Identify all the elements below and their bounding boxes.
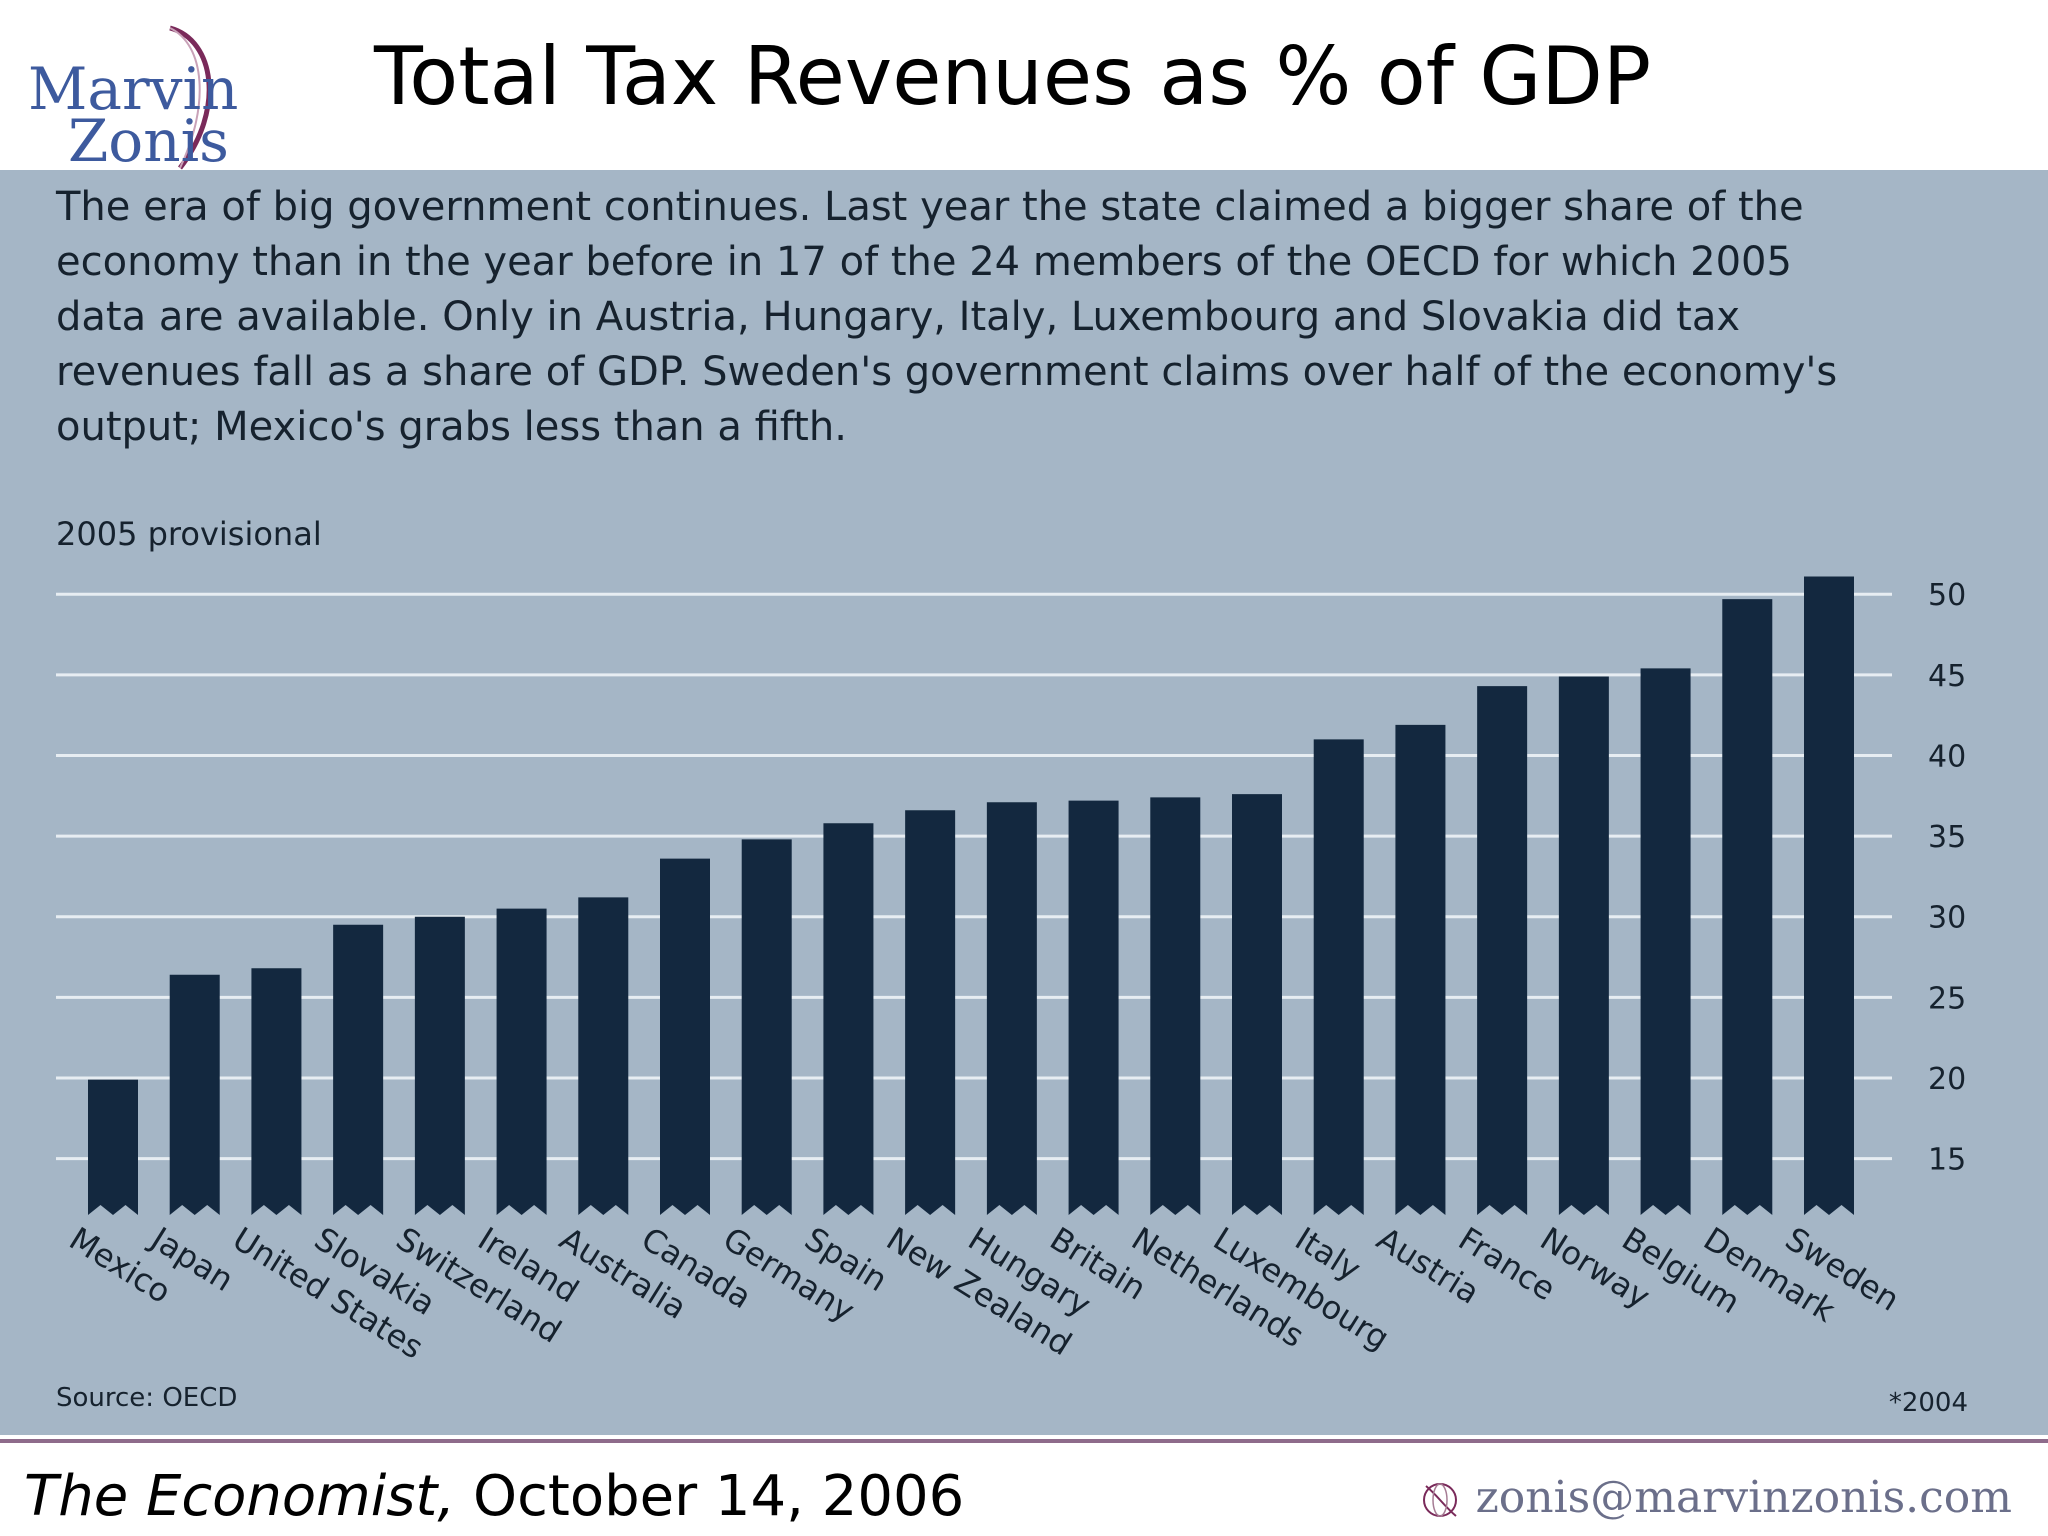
citation: The Economist, October 14, 2006 <box>24 1464 964 1529</box>
bar-spain <box>823 823 874 1215</box>
y-tick-label: 35 <box>1928 820 1966 855</box>
gridlines <box>56 592 1892 1161</box>
chart-subtitle: 2005 provisional <box>56 515 322 553</box>
bar-ireland <box>496 908 547 1215</box>
y-tick-label: 30 <box>1928 901 1966 936</box>
y-tick-label: 15 <box>1928 1143 1966 1178</box>
bar-united-states <box>251 968 302 1215</box>
globe-logo-icon <box>1422 1482 1457 1517</box>
bar-belgium <box>1640 668 1691 1215</box>
bar-switzerland <box>414 916 465 1215</box>
citation-date: October 14, 2006 <box>455 1464 965 1529</box>
bars <box>88 576 1854 1215</box>
bar-canada <box>660 858 710 1215</box>
logo-line-2: Zonis <box>68 107 229 175</box>
footnote: *2004 <box>1888 1388 1968 1418</box>
bar-slovakia <box>333 924 384 1215</box>
bar-new-zealand <box>905 810 956 1215</box>
y-axis-ticks: 15 20 25 30 35 40 45 50 <box>1928 578 1966 1177</box>
bar-australia <box>578 897 629 1215</box>
bar-japan <box>169 974 220 1215</box>
logo-line-1: Marvin <box>28 55 239 123</box>
y-tick-label: 50 <box>1928 578 1966 613</box>
y-tick-label: 25 <box>1928 981 1966 1016</box>
bar-hungary <box>986 802 1037 1215</box>
bar-denmark <box>1722 599 1773 1215</box>
y-tick-label: 45 <box>1928 659 1966 694</box>
bar-italy <box>1313 739 1364 1215</box>
bar-sweden <box>1804 576 1854 1215</box>
contact-email[interactable]: zonis@marvinzonis.com <box>1475 1472 2012 1523</box>
bar-france <box>1477 686 1528 1215</box>
footer-divider <box>0 1439 2048 1443</box>
y-tick-label: 20 <box>1928 1062 1966 1097</box>
intro-paragraph: The era of big government continues. Las… <box>56 184 1838 450</box>
bar-luxembourg <box>1232 794 1282 1215</box>
bar-austria <box>1395 724 1446 1215</box>
source-note: Source: OECD <box>56 1383 238 1413</box>
email-block: zonis@marvinzonis.com <box>1418 1472 2012 1523</box>
citation-publication: The Economist, <box>24 1464 456 1529</box>
bar-norway <box>1558 676 1609 1215</box>
logo-swoosh-icon <box>169 25 212 170</box>
bar-britain <box>1068 800 1119 1215</box>
slide-title: Total Tax Revenues as % of GDP <box>374 30 1652 123</box>
bar-mexico <box>88 1079 138 1215</box>
bar-netherlands <box>1150 797 1201 1215</box>
y-tick-label: 40 <box>1928 739 1966 774</box>
bar-germany <box>741 839 792 1215</box>
marvin-zonis-logo: Marvin Zonis <box>20 20 250 170</box>
